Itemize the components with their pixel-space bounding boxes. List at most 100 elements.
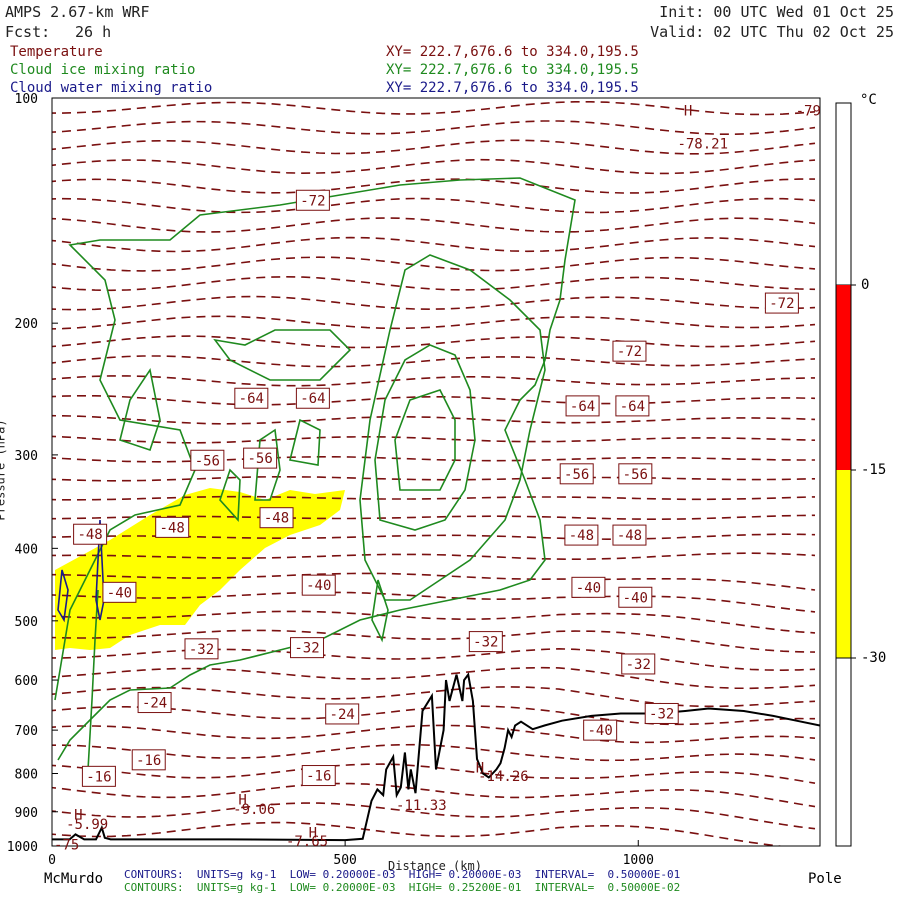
temperature-contour (52, 256, 816, 272)
temperature-label-box (73, 523, 108, 545)
colorbar-red-segment (836, 285, 851, 470)
temperature-label: -56 (195, 453, 220, 469)
colorbar-yellow-segment (836, 470, 851, 658)
temperature-contour (52, 591, 816, 613)
temperature-contour (52, 217, 816, 233)
y-tick-label: 100 (15, 92, 38, 107)
temperature-contour (52, 743, 816, 762)
x-tick-label: 1000 (623, 853, 654, 868)
temperature-contour (52, 782, 816, 808)
temperature-label: -56 (247, 451, 272, 467)
temperature-contour (52, 120, 816, 135)
temperature-label-box (243, 447, 278, 469)
temperature-label: -32 (189, 642, 214, 658)
extremum-value: -11.33 (396, 798, 447, 814)
temperature-label-box (564, 524, 599, 546)
ice-contour-inner-2 (374, 344, 476, 531)
colorbar-label-0: 0 (861, 277, 870, 293)
temperature-label-box (612, 524, 647, 546)
temperature-contour (52, 666, 816, 690)
temperature-label-box (131, 749, 166, 771)
x-axis-ticks: 0 500 1000 (48, 840, 654, 868)
temperature-contour (52, 236, 816, 253)
extremum-value: -7.65 (286, 834, 328, 850)
temperature-label-box (137, 692, 172, 714)
y-tick-label: 700 (15, 724, 38, 739)
temperature-contour (52, 275, 816, 292)
fcst-label: Fcst: (5, 23, 51, 41)
temperature-label: -72 (617, 344, 642, 360)
field-xy-cloud-water: XY= 222.7,676.6 to 334.0,195.5 (386, 80, 639, 96)
temperature-label: -16 (136, 753, 161, 769)
temperature-label: -16 (86, 769, 111, 785)
temperature-label-box (290, 637, 325, 659)
extremum-value: -79 (796, 104, 821, 120)
temperature-label-box (612, 340, 647, 362)
temperature-label-box (301, 574, 336, 596)
temperature-label: -72 (769, 296, 794, 312)
temperature-contour (52, 395, 816, 406)
y-tick-label: 800 (15, 768, 38, 783)
temperature-label: -16 (306, 769, 331, 785)
valid-time: Valid: 02 UTC Thu 02 Oct 25 (650, 23, 894, 41)
high-marker: H (238, 793, 246, 809)
temperature-contour (52, 158, 816, 175)
temperature-contour (52, 178, 815, 194)
temperature-contours (52, 101, 816, 846)
temperature-label-box (621, 653, 656, 675)
plot-frame (51, 97, 821, 847)
y-tick-label: 400 (15, 542, 38, 557)
y-axis-ticks: 100 200 300 400 500 600 700 800 900 1000 (7, 92, 58, 855)
temperature-label: -24 (142, 696, 167, 712)
colorbar-label-15: -15 (861, 462, 887, 478)
y-tick-label: 1000 (7, 840, 38, 855)
field-xy-cloud-ice: XY= 222.7,676.6 to 334.0,195.5 (386, 62, 639, 78)
field-name-cloud-ice: Cloud ice mixing ratio (10, 62, 196, 78)
ice-contour-cell-1 (119, 367, 161, 452)
footer-cloud-water-contours: CONTOURS: UNITS=g kg-1 LOW= 0.20000E-03 … (124, 868, 681, 881)
temperature-shading (55, 488, 345, 650)
ice-contour-cell-4 (289, 418, 321, 466)
temperature-label: -56 (623, 467, 648, 483)
temperature-label: -64 (620, 399, 645, 415)
y-axis-title: Pressure (hPa) (0, 419, 8, 521)
temperature-contour (52, 139, 816, 155)
y-tick-label: 500 (15, 615, 38, 630)
footer-cloud-ice-contours: CONTOURS: UNITS=g kg-1 LOW= 0.20000E-03 … (124, 881, 681, 894)
x-tick-label: 0 (48, 853, 56, 868)
colorbar-label-30: -30 (861, 650, 887, 666)
yellow-temp-band (55, 488, 345, 650)
water-contour-1 (57, 569, 69, 623)
temperature-label: -32 (294, 641, 319, 657)
temperature-label-box (301, 765, 336, 787)
temperature-label-box (565, 395, 600, 417)
model-title: AMPS 2.67-km WRF (5, 3, 150, 21)
temperature-label: -48 (569, 528, 594, 544)
temperature-contour (52, 629, 816, 653)
footer-right-end: Pole (808, 871, 842, 887)
temperature-label-box (81, 765, 116, 787)
field-name-temperature: Temperature (10, 44, 103, 60)
temperature-contour (52, 476, 816, 482)
temperature-contour (52, 802, 816, 830)
high-marker: H (684, 104, 692, 120)
temperature-contour (52, 552, 816, 561)
cloud-ice-contours (54, 177, 576, 771)
footer-left-end: McMurdo (44, 871, 104, 887)
field-name-cloud-water: Cloud water mixing ratio (10, 80, 213, 96)
temperature-contour (52, 414, 816, 425)
temperature-label-box (583, 719, 618, 741)
temperature-label-box (571, 576, 606, 598)
y-tick-label: 900 (15, 806, 38, 821)
temperature-contour (52, 375, 816, 387)
temperature-label-box (618, 463, 653, 485)
temperature-label: -48 (264, 511, 289, 527)
temperature-label: -40 (107, 585, 132, 601)
temperature-label-box (615, 395, 650, 417)
temperature-label-box (102, 581, 137, 603)
init-time: Init: 00 UTC Wed 01 Oct 25 (659, 3, 894, 21)
temperature-label-box (184, 638, 219, 660)
extremum-value: -5.99 (66, 817, 108, 833)
colorbar-white-upper (835, 102, 852, 286)
